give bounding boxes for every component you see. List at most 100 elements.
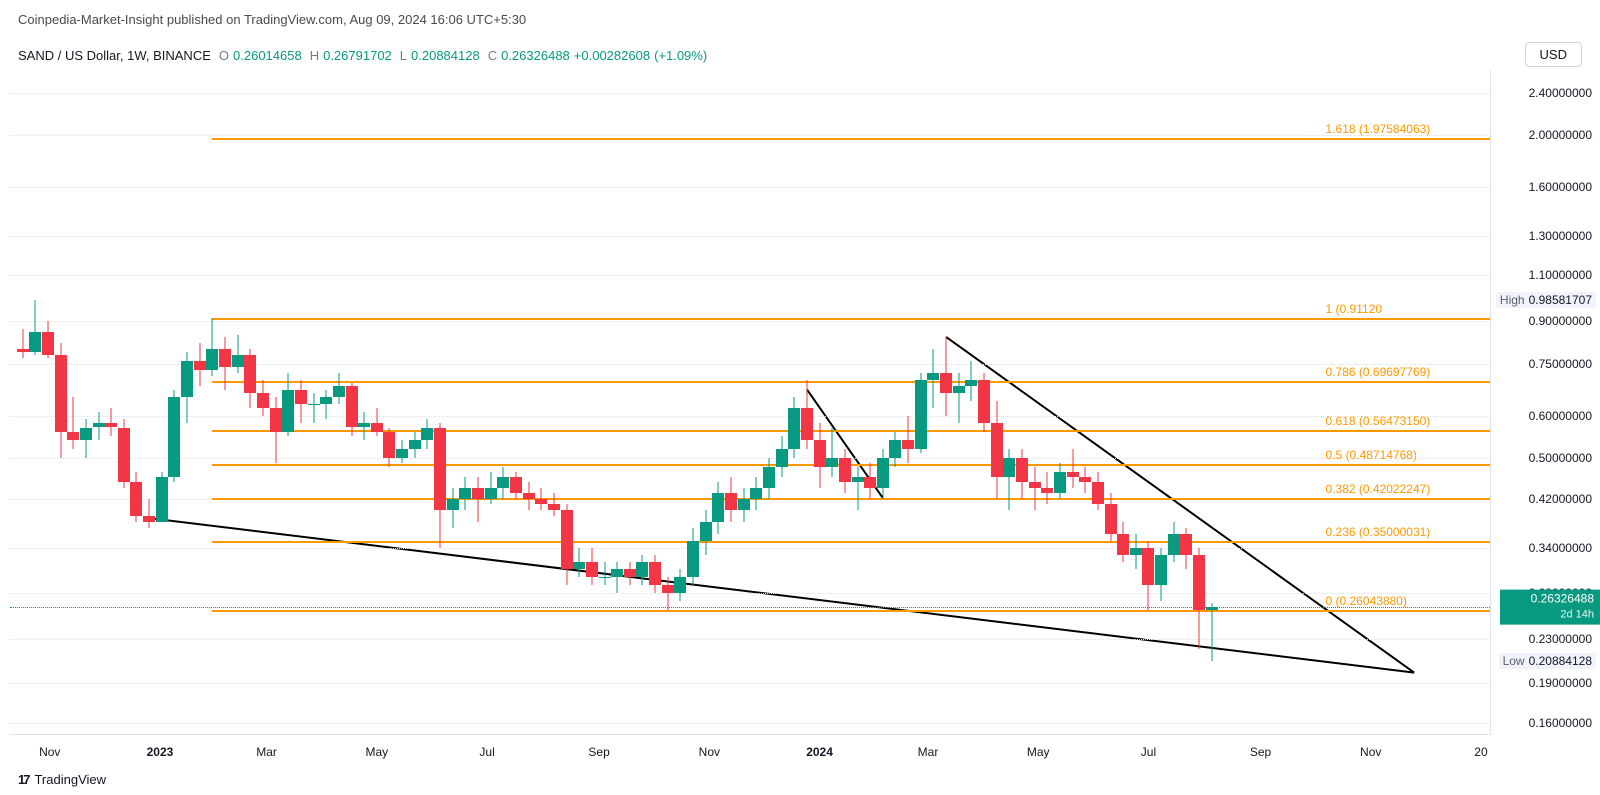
- candle[interactable]: [55, 70, 67, 735]
- candle[interactable]: [915, 70, 927, 735]
- candle[interactable]: [738, 70, 750, 735]
- candle[interactable]: [548, 70, 560, 735]
- candle[interactable]: [232, 70, 244, 735]
- candle[interactable]: [1142, 70, 1154, 735]
- candle[interactable]: [700, 70, 712, 735]
- candle[interactable]: [156, 70, 168, 735]
- candle[interactable]: [485, 70, 497, 735]
- candle[interactable]: [1016, 70, 1028, 735]
- candle[interactable]: [130, 70, 142, 735]
- candle[interactable]: [561, 70, 573, 735]
- candle[interactable]: [889, 70, 901, 735]
- candle[interactable]: [320, 70, 332, 735]
- candle[interactable]: [965, 70, 977, 735]
- candle[interactable]: [510, 70, 522, 735]
- candle[interactable]: [472, 70, 484, 735]
- candle[interactable]: [194, 70, 206, 735]
- candle[interactable]: [206, 70, 218, 735]
- candle[interactable]: [1092, 70, 1104, 735]
- candle[interactable]: [750, 70, 762, 735]
- candle[interactable]: [712, 70, 724, 735]
- candle[interactable]: [1155, 70, 1167, 735]
- candle[interactable]: [497, 70, 509, 735]
- candle[interactable]: [371, 70, 383, 735]
- candle[interactable]: [788, 70, 800, 735]
- candle[interactable]: [17, 70, 29, 735]
- candle[interactable]: [927, 70, 939, 735]
- candle[interactable]: [270, 70, 282, 735]
- candle[interactable]: [902, 70, 914, 735]
- price-axis[interactable]: 2.400000002.000000001.600000001.30000000…: [1490, 70, 1600, 735]
- candle[interactable]: [1168, 70, 1180, 735]
- chart-pane[interactable]: 1.618 (1.97584063)1 (0.911200.786 (0.696…: [10, 70, 1490, 735]
- candle[interactable]: [940, 70, 952, 735]
- time-axis[interactable]: Nov2023MarMayJulSepNov2024MarMayJulSepNo…: [10, 741, 1490, 765]
- candle[interactable]: [308, 70, 320, 735]
- candle[interactable]: [1206, 70, 1218, 735]
- candle[interactable]: [624, 70, 636, 735]
- candle[interactable]: [333, 70, 345, 735]
- candle[interactable]: [1029, 70, 1041, 735]
- ohlc-l-label: L: [400, 48, 407, 63]
- candle[interactable]: [29, 70, 41, 735]
- candle[interactable]: [636, 70, 648, 735]
- candle[interactable]: [244, 70, 256, 735]
- candle[interactable]: [725, 70, 737, 735]
- candle[interactable]: [801, 70, 813, 735]
- candle[interactable]: [257, 70, 269, 735]
- candle[interactable]: [358, 70, 370, 735]
- candle[interactable]: [523, 70, 535, 735]
- candle[interactable]: [1041, 70, 1053, 735]
- candle[interactable]: [383, 70, 395, 735]
- candle[interactable]: [80, 70, 92, 735]
- currency-button[interactable]: USD: [1525, 42, 1582, 67]
- candle[interactable]: [978, 70, 990, 735]
- candle[interactable]: [877, 70, 889, 735]
- candle[interactable]: [814, 70, 826, 735]
- candle[interactable]: [282, 70, 294, 735]
- candle[interactable]: [649, 70, 661, 735]
- candle[interactable]: [409, 70, 421, 735]
- candle[interactable]: [396, 70, 408, 735]
- candle[interactable]: [346, 70, 358, 735]
- candle[interactable]: [42, 70, 54, 735]
- candle[interactable]: [1054, 70, 1066, 735]
- candle[interactable]: [776, 70, 788, 735]
- candle[interactable]: [1130, 70, 1142, 735]
- candle[interactable]: [1105, 70, 1117, 735]
- candle[interactable]: [1067, 70, 1079, 735]
- candle[interactable]: [118, 70, 130, 735]
- candle[interactable]: [1117, 70, 1129, 735]
- candle[interactable]: [168, 70, 180, 735]
- candle[interactable]: [434, 70, 446, 735]
- candle[interactable]: [93, 70, 105, 735]
- candle[interactable]: [295, 70, 307, 735]
- candle[interactable]: [143, 70, 155, 735]
- candle[interactable]: [1193, 70, 1205, 735]
- candle[interactable]: [662, 70, 674, 735]
- candle[interactable]: [852, 70, 864, 735]
- candle[interactable]: [674, 70, 686, 735]
- candle[interactable]: [573, 70, 585, 735]
- candle[interactable]: [447, 70, 459, 735]
- candle[interactable]: [535, 70, 547, 735]
- candle[interactable]: [839, 70, 851, 735]
- candle[interactable]: [826, 70, 838, 735]
- candle[interactable]: [763, 70, 775, 735]
- candle[interactable]: [953, 70, 965, 735]
- candle[interactable]: [67, 70, 79, 735]
- candle[interactable]: [687, 70, 699, 735]
- candle[interactable]: [219, 70, 231, 735]
- candle[interactable]: [864, 70, 876, 735]
- candle[interactable]: [1003, 70, 1015, 735]
- candle[interactable]: [105, 70, 117, 735]
- candle[interactable]: [1079, 70, 1091, 735]
- candle[interactable]: [421, 70, 433, 735]
- candle[interactable]: [181, 70, 193, 735]
- candle[interactable]: [459, 70, 471, 735]
- candle[interactable]: [599, 70, 611, 735]
- candle[interactable]: [991, 70, 1003, 735]
- candle[interactable]: [1180, 70, 1192, 735]
- candle[interactable]: [586, 70, 598, 735]
- candle[interactable]: [611, 70, 623, 735]
